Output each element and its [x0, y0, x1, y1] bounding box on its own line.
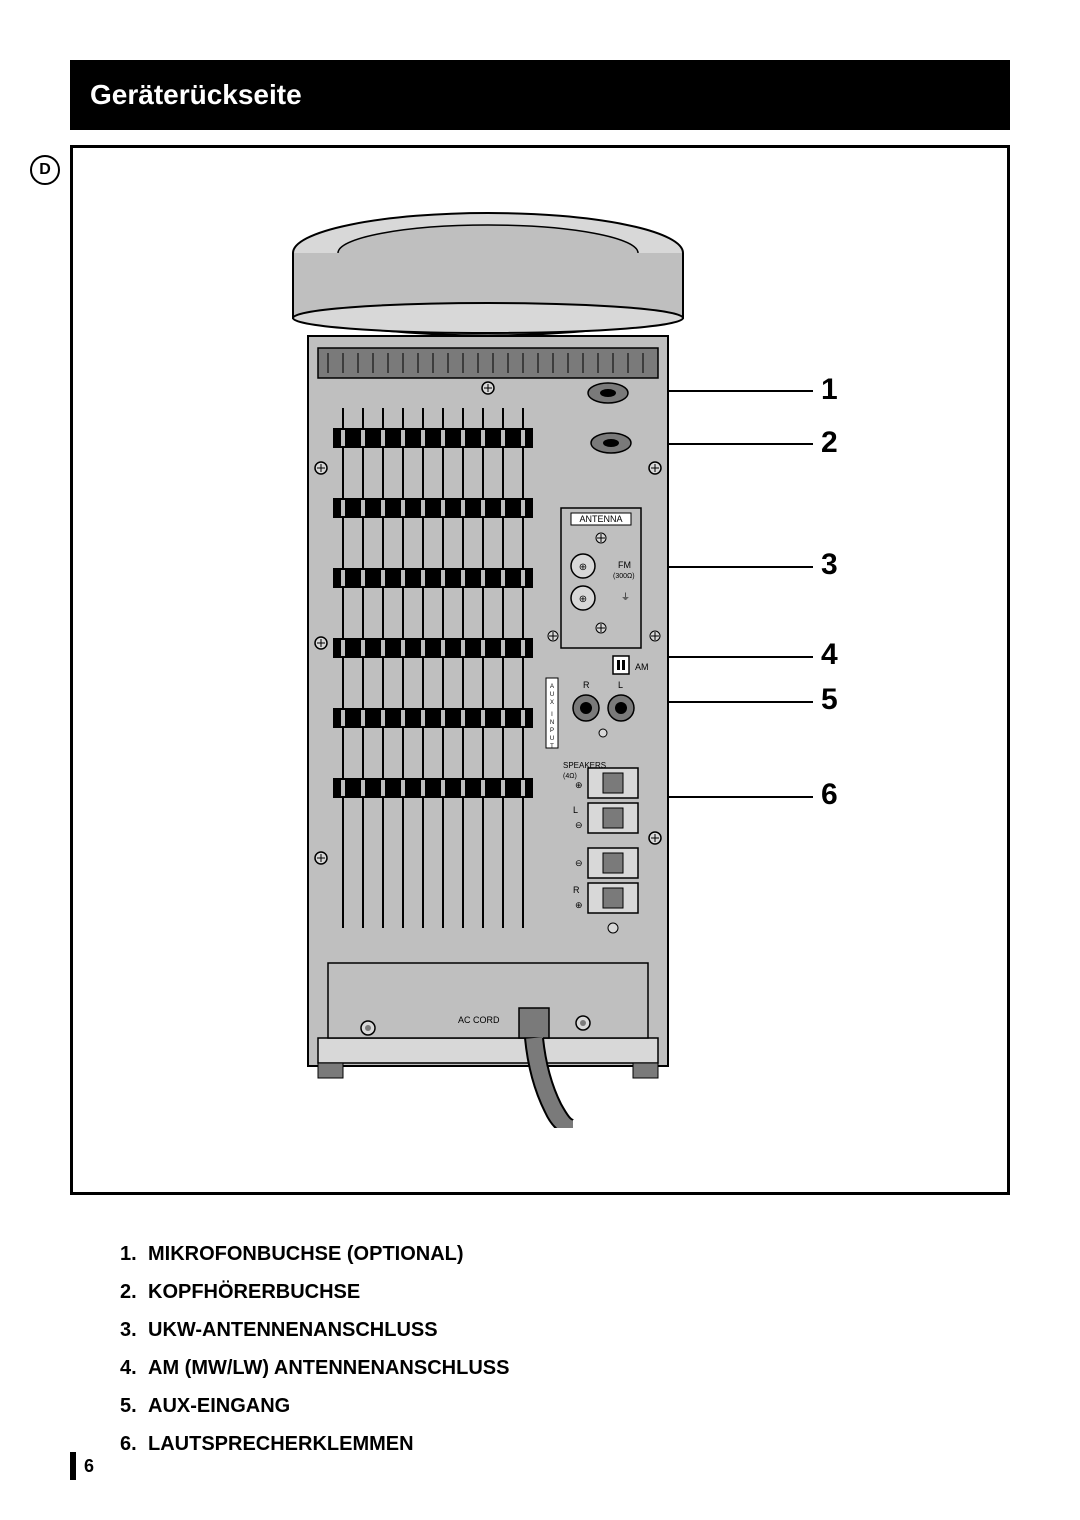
callout-5: 5: [821, 683, 838, 717]
svg-text:U: U: [550, 736, 554, 742]
svg-text:⊖: ⊖: [575, 858, 583, 868]
label-l: L: [618, 680, 623, 690]
legend-item-3: 3. UKW-ANTENNENANSCHLUSS: [120, 1311, 1010, 1349]
device-illustration: ANTENNA ⊕ ⊕ FM (300Ω) ⏚ AM: [263, 208, 713, 1128]
page-number: 6: [70, 1452, 94, 1480]
legend-item-5: 5. AUX-EINGANG: [120, 1387, 1010, 1425]
legend-list: 1. MIKROFONBUCHSE (OPTIONAL) 2. KOPFHÖRE…: [70, 1235, 1010, 1463]
svg-text:⊕: ⊕: [575, 900, 583, 910]
callout-6: 6: [821, 778, 838, 812]
legend-text-3: UKW-ANTENNENANSCHLUSS: [148, 1311, 438, 1349]
svg-text:⏚: ⏚: [621, 592, 630, 602]
legend-num-5: 5.: [120, 1387, 148, 1425]
svg-text:X: X: [550, 700, 554, 706]
label-fm: FM: [618, 560, 631, 570]
legend-text-6: LAUTSPRECHERKLEMMEN: [148, 1425, 414, 1463]
svg-text:U: U: [550, 692, 554, 698]
svg-text:P: P: [550, 728, 554, 734]
svg-text:⊕: ⊕: [579, 594, 587, 605]
legend-text-5: AUX-EINGANG: [148, 1387, 290, 1425]
page-number-value: 6: [84, 1456, 94, 1477]
legend-num-6: 6.: [120, 1425, 148, 1463]
section-marker: D: [30, 155, 60, 185]
page-number-bar: [70, 1452, 76, 1480]
label-fm-ohm: (300Ω): [613, 573, 635, 580]
svg-text:N: N: [550, 720, 554, 726]
label-ac-cord: AC CORD: [458, 1015, 500, 1025]
legend-num-4: 4.: [120, 1349, 148, 1387]
svg-text:L: L: [573, 805, 578, 815]
label-am: AM: [635, 662, 649, 672]
legend-item-1: 1. MIKROFONBUCHSE (OPTIONAL): [120, 1235, 1010, 1273]
page-title: Geräterückseite: [90, 79, 302, 111]
section-letter: D: [39, 161, 51, 179]
svg-text:⊖: ⊖: [575, 820, 583, 830]
callout-3: 3: [821, 548, 838, 582]
legend-num-2: 2.: [120, 1273, 148, 1311]
label-speakers-ohm: (4Ω): [563, 773, 577, 780]
title-bar: Geräterückseite: [70, 60, 1010, 130]
svg-text:⊕: ⊕: [575, 780, 583, 790]
label-r: R: [583, 680, 590, 690]
svg-text:⊕: ⊕: [579, 562, 587, 573]
label-antenna: ANTENNA: [579, 514, 622, 524]
legend-item-6: 6. LAUTSPRECHERKLEMMEN: [120, 1425, 1010, 1463]
callout-2: 2: [821, 426, 838, 460]
callout-1: 1: [821, 373, 838, 407]
legend-text-2: KOPFHÖRERBUCHSE: [148, 1273, 360, 1311]
svg-text:R: R: [573, 885, 580, 895]
legend-item-2: 2. KOPFHÖRERBUCHSE: [120, 1273, 1010, 1311]
legend-item-4: 4. AM (MW/LW) ANTENNENANSCHLUSS: [120, 1349, 1010, 1387]
legend-text-1: MIKROFONBUCHSE (OPTIONAL): [148, 1235, 464, 1273]
svg-text:T: T: [550, 744, 554, 750]
legend-text-4: AM (MW/LW) ANTENNENANSCHLUSS: [148, 1349, 509, 1387]
page-container: Geräterückseite D 1 2 3 4 5 6: [0, 0, 1080, 1520]
callout-4: 4: [821, 638, 838, 672]
legend-num-3: 3.: [120, 1311, 148, 1349]
figure-frame: 1 2 3 4 5 6: [70, 145, 1010, 1195]
legend-num-1: 1.: [120, 1235, 148, 1273]
svg-text:A: A: [550, 684, 554, 690]
